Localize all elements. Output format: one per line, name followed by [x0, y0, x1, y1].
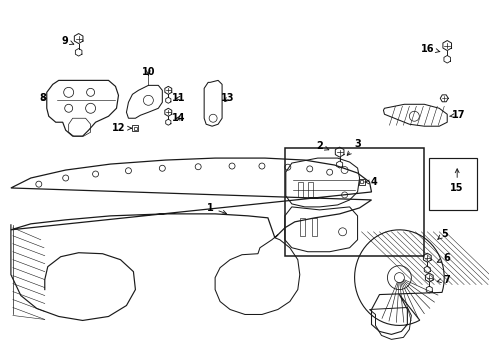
Bar — [429, 158, 477, 210]
Bar — [312, 218, 317, 236]
Text: 16: 16 — [420, 44, 440, 54]
Bar — [360, 180, 363, 184]
Bar — [285, 148, 424, 256]
Bar — [298, 182, 303, 197]
Text: 2: 2 — [317, 141, 329, 151]
Text: 5: 5 — [438, 229, 447, 239]
Bar — [308, 182, 313, 197]
Text: 7: 7 — [437, 275, 451, 285]
Bar — [132, 125, 138, 131]
Text: 4: 4 — [365, 177, 378, 187]
Text: 10: 10 — [142, 67, 155, 77]
Text: 12: 12 — [112, 123, 131, 133]
Text: 13: 13 — [221, 93, 235, 103]
Text: 3: 3 — [347, 139, 361, 155]
Text: 11: 11 — [172, 93, 185, 103]
Text: 15: 15 — [450, 169, 464, 193]
Bar — [359, 179, 365, 185]
Bar — [134, 127, 137, 130]
Text: 1: 1 — [207, 203, 226, 214]
Text: 17: 17 — [450, 110, 466, 120]
Text: 6: 6 — [437, 253, 451, 263]
Text: 14: 14 — [172, 113, 185, 123]
Bar — [300, 218, 305, 236]
Text: 8: 8 — [39, 93, 46, 103]
Text: 9: 9 — [61, 36, 74, 46]
